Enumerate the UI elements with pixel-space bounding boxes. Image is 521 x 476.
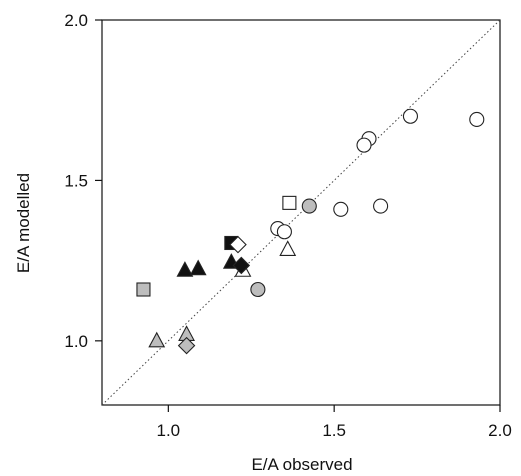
y-tick-label: 1.0 (64, 332, 88, 351)
data-point-circle (333, 201, 349, 217)
data-points (136, 108, 485, 355)
x-axis-label: E/A observed (251, 455, 352, 474)
data-point-circle (250, 281, 266, 298)
x-tick-label: 1.0 (157, 421, 181, 440)
data-point-diamond (229, 235, 247, 254)
data-point-circle (402, 108, 419, 124)
x-tick-label: 1.5 (322, 421, 346, 440)
x-tick-label: 2.0 (488, 421, 512, 440)
data-point-circle (301, 198, 317, 214)
data-point-square (136, 282, 151, 297)
data-point-circle (356, 137, 372, 153)
data-point-circle (276, 224, 292, 240)
data-point-circle (469, 111, 485, 128)
plot-area (101, 19, 501, 406)
y-tick-label: 2.0 (64, 11, 88, 30)
data-point-circle (373, 198, 389, 214)
data-point-triangle (148, 331, 166, 348)
data-point-triangle (279, 240, 297, 256)
axes: 1.0 1.5 2.0 1.0 1.5 2.0 (64, 11, 511, 440)
y-tick-label: 1.5 (64, 171, 88, 190)
data-point-diamond (177, 336, 196, 355)
data-point-triangle (189, 259, 207, 276)
identity-line (101, 19, 501, 406)
data-point-square (282, 195, 297, 210)
data-point-triangle (176, 261, 194, 277)
y-axis-label: E/A modelled (14, 173, 33, 273)
plot-frame (101, 19, 501, 406)
data-point-diamond (232, 256, 251, 275)
